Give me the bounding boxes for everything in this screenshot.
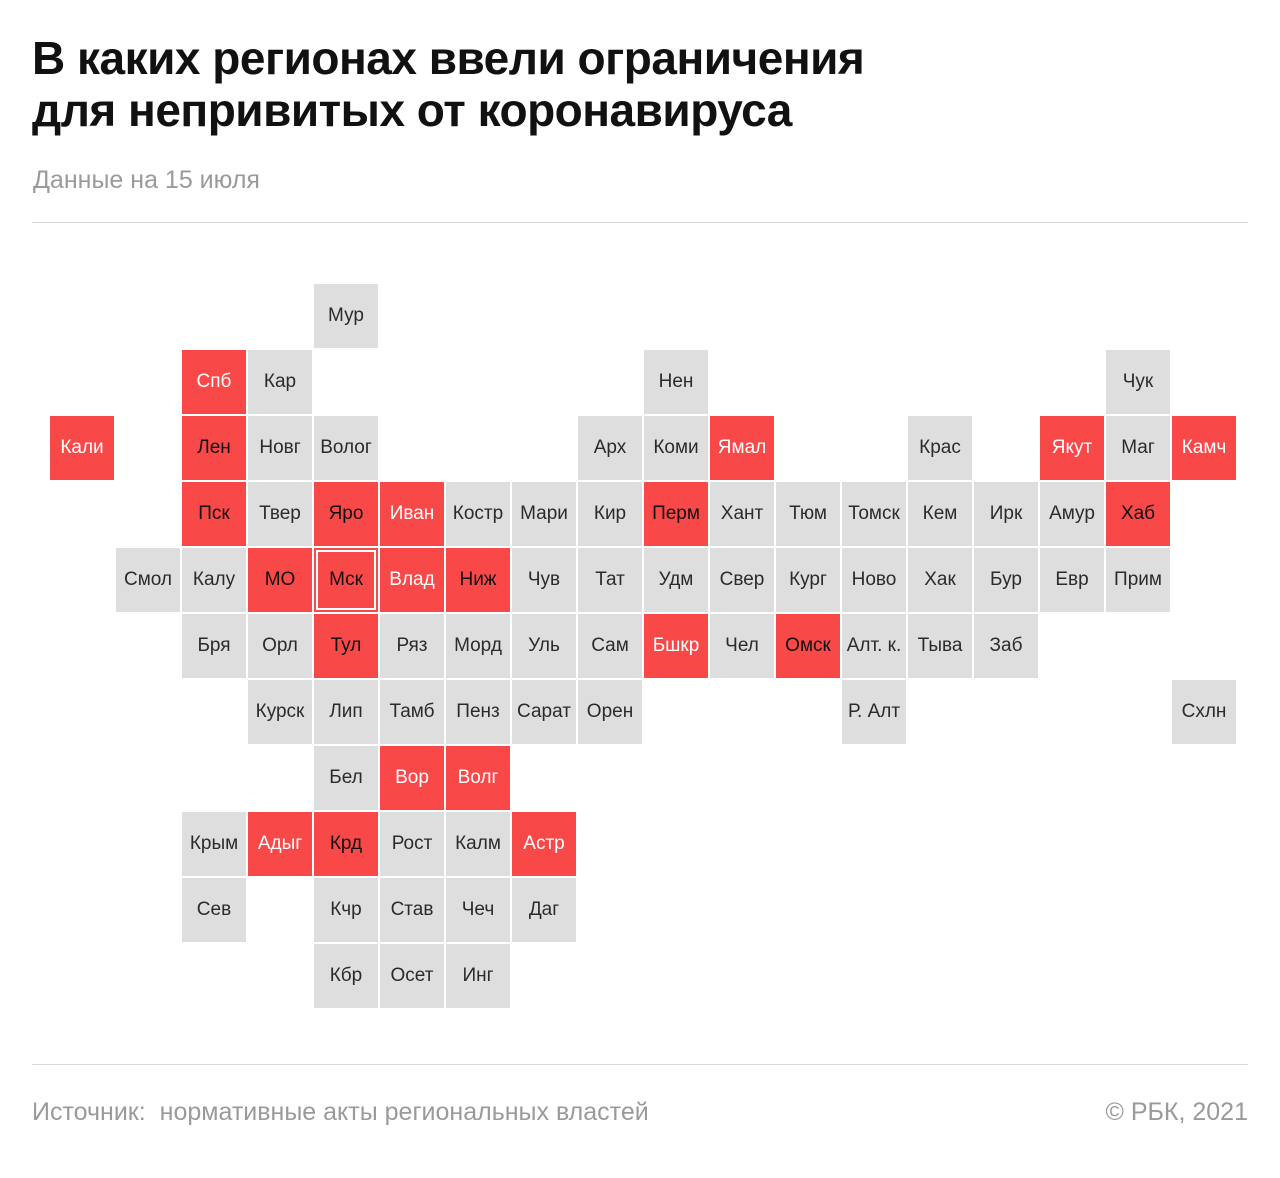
region-tile: Ирк: [974, 482, 1038, 546]
region-tile: Мск: [314, 548, 378, 612]
chart-subtitle: Данные на 15 июля: [33, 166, 260, 194]
region-tile: Якут: [1040, 416, 1104, 480]
region-tile: Пск: [182, 482, 246, 546]
chart-title: В каких регионах ввели ограничения для н…: [32, 32, 1232, 136]
chart-title-line-1: В каких регионах ввели ограничения: [32, 32, 865, 84]
region-tile: Уль: [512, 614, 576, 678]
region-tile: МО: [248, 548, 312, 612]
region-tile: Осет: [380, 944, 444, 1008]
region-tile: Амур: [1040, 482, 1104, 546]
region-tile: Кчр: [314, 878, 378, 942]
region-tile: Чел: [710, 614, 774, 678]
region-tile: Астр: [512, 812, 576, 876]
region-tile: Орен: [578, 680, 642, 744]
region-tile: Ямал: [710, 416, 774, 480]
region-tile: Перм: [644, 482, 708, 546]
region-tile: Рост: [380, 812, 444, 876]
region-tile: Калу: [182, 548, 246, 612]
region-tile: Кбр: [314, 944, 378, 1008]
region-tile: Кург: [776, 548, 840, 612]
region-tile: Нен: [644, 350, 708, 414]
region-tile: Бел: [314, 746, 378, 810]
region-tile: Хаб: [1106, 482, 1170, 546]
region-tile: Лип: [314, 680, 378, 744]
region-tile: Заб: [974, 614, 1038, 678]
region-tile: Бур: [974, 548, 1038, 612]
region-tile: Удм: [644, 548, 708, 612]
source-label: Источник:: [32, 1098, 146, 1126]
source-note: Источник: нормативные акты региональных в…: [32, 1098, 649, 1127]
region-tile: Хак: [908, 548, 972, 612]
region-tile: Прим: [1106, 548, 1170, 612]
region-tile: Волог: [314, 416, 378, 480]
region-tile: Крым: [182, 812, 246, 876]
region-tile: Новг: [248, 416, 312, 480]
top-divider: [32, 222, 1248, 223]
region-tile: Р. Алт: [842, 680, 906, 744]
region-tile: Яро: [314, 482, 378, 546]
region-tile: Крас: [908, 416, 972, 480]
region-tile: Чув: [512, 548, 576, 612]
region-tile: Кар: [248, 350, 312, 414]
region-tile: Тул: [314, 614, 378, 678]
region-tile: Камч: [1172, 416, 1236, 480]
region-tile: Крд: [314, 812, 378, 876]
region-tile: Влад: [380, 548, 444, 612]
region-tile: Пенз: [446, 680, 510, 744]
region-tile: Орл: [248, 614, 312, 678]
region-tile: Адыг: [248, 812, 312, 876]
region-tile: Ново: [842, 548, 906, 612]
region-tile: Бшкр: [644, 614, 708, 678]
region-tile: Чук: [1106, 350, 1170, 414]
region-tile: Чеч: [446, 878, 510, 942]
region-tile: Мур: [314, 284, 378, 348]
region-tile: Став: [380, 878, 444, 942]
region-tile: Курск: [248, 680, 312, 744]
region-tile: Иван: [380, 482, 444, 546]
region-tile: Алт. к.: [842, 614, 906, 678]
region-tile: Ряз: [380, 614, 444, 678]
region-tile: Маг: [1106, 416, 1170, 480]
region-tile: Спб: [182, 350, 246, 414]
region-tile: Бря: [182, 614, 246, 678]
region-tile: Сам: [578, 614, 642, 678]
region-tile: Кали: [50, 416, 114, 480]
region-tile: Костр: [446, 482, 510, 546]
region-tile: Евр: [1040, 548, 1104, 612]
region-tile: Коми: [644, 416, 708, 480]
region-tile: Морд: [446, 614, 510, 678]
region-tile: Ниж: [446, 548, 510, 612]
source-text: нормативные акты региональных властей: [159, 1098, 649, 1126]
region-tile: Кир: [578, 482, 642, 546]
region-tile: Вор: [380, 746, 444, 810]
region-tile: Хант: [710, 482, 774, 546]
region-tile: Тюм: [776, 482, 840, 546]
region-tile: Даг: [512, 878, 576, 942]
bottom-divider: [32, 1064, 1248, 1065]
region-tile: Кем: [908, 482, 972, 546]
region-tile: Арх: [578, 416, 642, 480]
copyright: © РБК, 2021: [1105, 1098, 1248, 1126]
region-tile: Смол: [116, 548, 180, 612]
region-tile: Инг: [446, 944, 510, 1008]
region-tile: Лен: [182, 416, 246, 480]
region-tile: Волг: [446, 746, 510, 810]
region-tile: Тат: [578, 548, 642, 612]
region-tile: Сарат: [512, 680, 576, 744]
region-tile: Мари: [512, 482, 576, 546]
region-tile: Тыва: [908, 614, 972, 678]
chart-title-line-2: для непривитых от коронавируса: [32, 84, 792, 136]
region-tile: Схлн: [1172, 680, 1236, 744]
region-tile: Омск: [776, 614, 840, 678]
region-tile: Калм: [446, 812, 510, 876]
region-tile: Твер: [248, 482, 312, 546]
region-tile: Томск: [842, 482, 906, 546]
region-tile: Тамб: [380, 680, 444, 744]
region-tile: Сев: [182, 878, 246, 942]
region-tile: Свер: [710, 548, 774, 612]
